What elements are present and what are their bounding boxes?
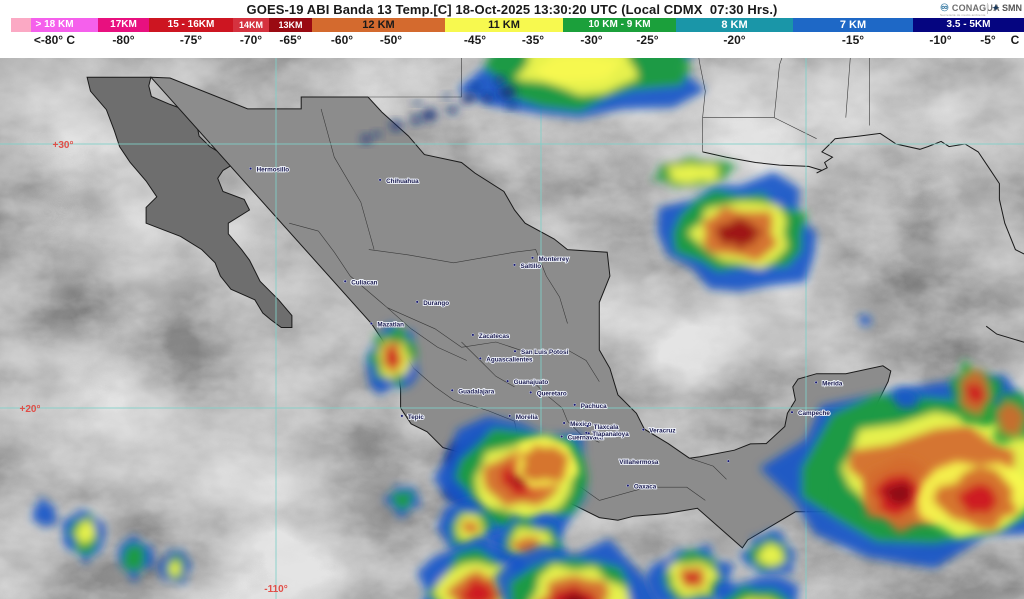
- svg-text:Morelia: Morelia: [516, 414, 539, 421]
- svg-text:Merida: Merida: [822, 380, 843, 387]
- svg-text:Tlapanaloya: Tlapanaloya: [592, 431, 629, 438]
- svg-text:Guadalajara: Guadalajara: [458, 388, 495, 395]
- svg-text:Culiacan: Culiacan: [351, 279, 377, 286]
- svg-text:San Luis Potosi: San Luis Potosi: [521, 349, 568, 356]
- svg-text:Monterrey: Monterrey: [539, 256, 570, 263]
- svg-text:Queretaro: Queretaro: [537, 390, 567, 397]
- svg-text:Durango: Durango: [423, 300, 449, 307]
- svg-text:Aguascalientes: Aguascalientes: [486, 356, 533, 363]
- svg-text:-110°: -110°: [264, 584, 287, 595]
- svg-text:Tepic: Tepic: [408, 414, 424, 421]
- svg-text:+20°: +20°: [20, 404, 41, 415]
- svg-text:Zacatecas: Zacatecas: [479, 333, 510, 340]
- svg-text:Veracruz: Veracruz: [649, 428, 675, 435]
- svg-text:Villahermosa: Villahermosa: [619, 459, 659, 466]
- svg-text:Chihuahua: Chihuahua: [386, 178, 419, 185]
- svg-text:Saltillo: Saltillo: [521, 263, 542, 270]
- svg-text:+30°: +30°: [53, 140, 74, 151]
- svg-text:Hermosillo: Hermosillo: [257, 167, 290, 174]
- svg-text:Guanajuato: Guanajuato: [514, 379, 549, 386]
- svg-text:Campeche: Campeche: [798, 410, 830, 417]
- svg-text:Mazatlan: Mazatlan: [377, 322, 404, 329]
- svg-text:Oaxaca: Oaxaca: [634, 484, 657, 491]
- svg-text:Pachuca: Pachuca: [581, 403, 607, 410]
